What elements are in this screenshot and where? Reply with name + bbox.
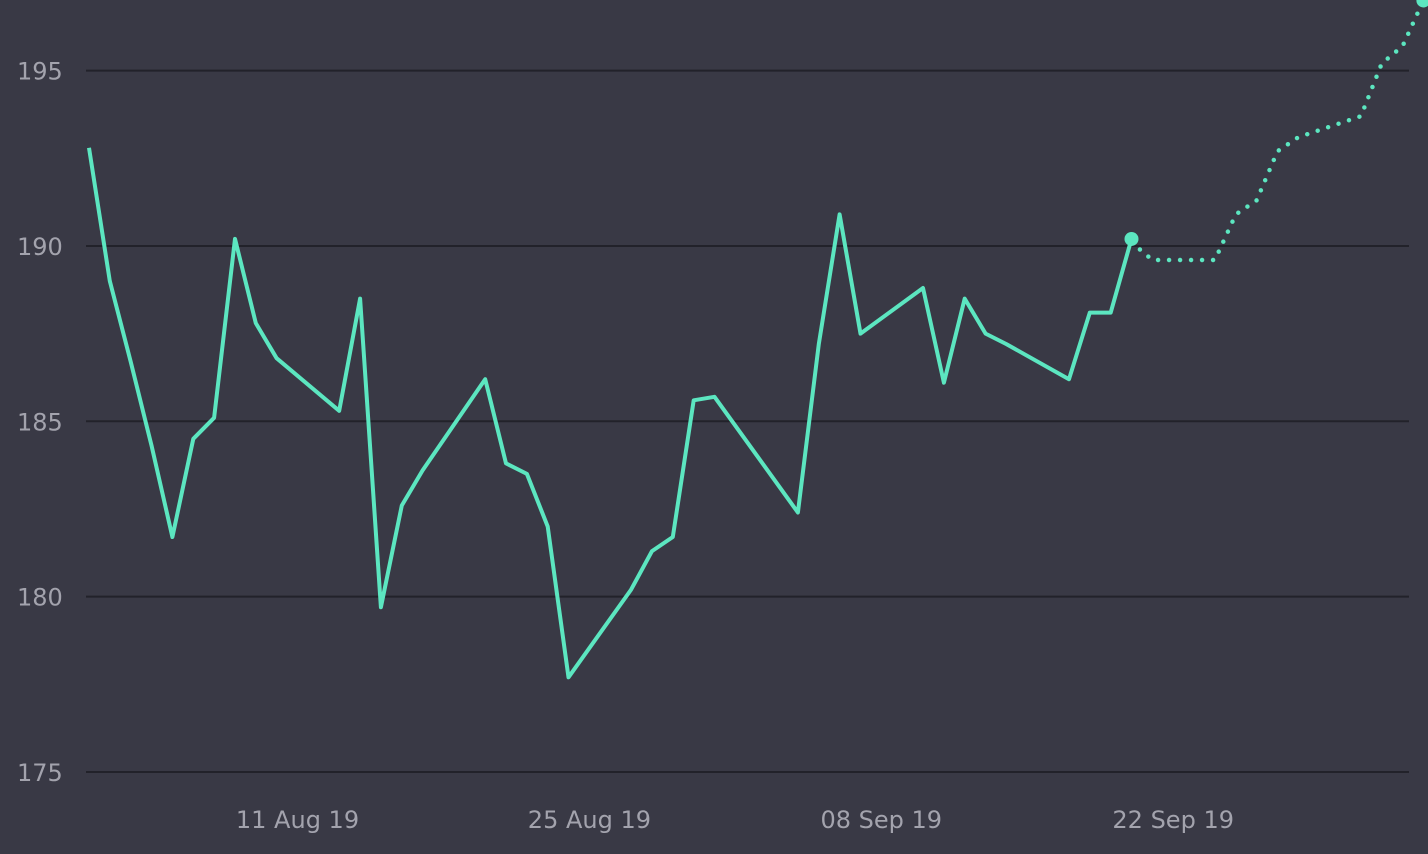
series-end-point — [1124, 231, 1139, 246]
x-tick-label: 25 Aug 19 — [528, 806, 651, 834]
y-tick-label: 175 — [17, 759, 63, 787]
y-tick-label: 190 — [17, 233, 63, 261]
x-tick-label: 08 Sep 19 — [821, 806, 943, 834]
x-tick-label: 22 Sep 19 — [1112, 806, 1234, 834]
forecast-end-point — [1416, 0, 1428, 8]
price-series-line — [87, 147, 1134, 680]
y-axis-ticks: 175 180 185 190 195 — [17, 58, 63, 787]
x-axis-ticks: 11 Aug 19 25 Aug 19 08 Sep 19 22 Sep 19 — [236, 806, 1234, 834]
x-tick-label: 11 Aug 19 — [236, 806, 359, 834]
y-tick-label: 180 — [17, 584, 63, 612]
grid-layer — [86, 69, 1409, 773]
y-tick-label: 185 — [17, 408, 63, 436]
series-layer — [87, 0, 1428, 680]
y-tick-label: 195 — [17, 58, 63, 86]
forecast-series-line — [1129, 0, 1426, 263]
